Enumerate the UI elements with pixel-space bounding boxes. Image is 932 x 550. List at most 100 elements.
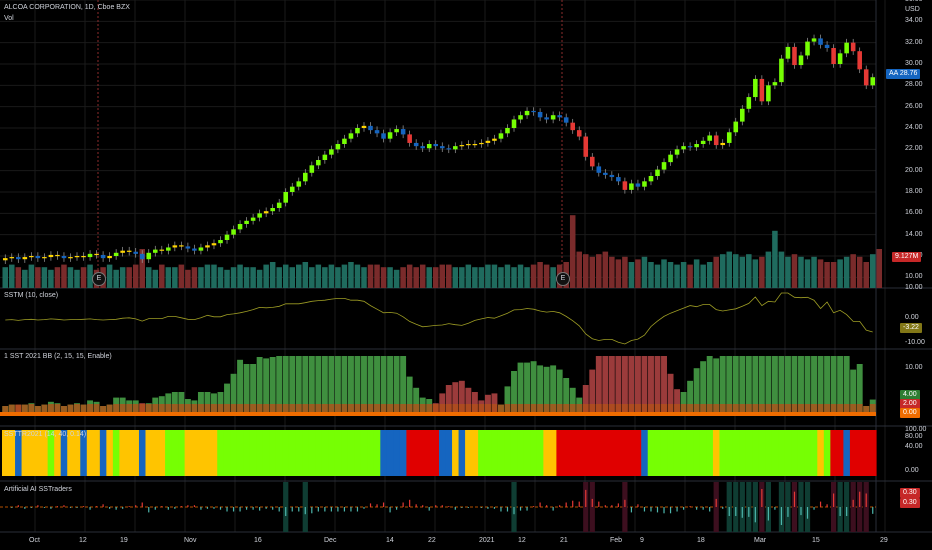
ssttr-segment [569, 430, 577, 476]
sst-bar [445, 385, 452, 412]
ai-bar [585, 489, 587, 507]
candle-body [237, 224, 243, 230]
sst-bar-base [328, 404, 335, 412]
volume-bar [132, 264, 139, 288]
sst-bar-base [8, 404, 15, 412]
ssttr-segment [823, 430, 831, 476]
ssttr-segment [8, 430, 16, 476]
sst-bar-base [771, 404, 778, 412]
ssttr-segment [341, 430, 349, 476]
ssttr-segment [621, 430, 629, 476]
ssttr-segment [2, 430, 10, 476]
candle-body [283, 192, 289, 203]
candle-body [400, 129, 406, 135]
ai-bar [872, 507, 874, 514]
candle-body [296, 181, 302, 187]
ssttr-pane-title[interactable]: SSTTR2021 (14, 40, 0.14) [4, 431, 87, 438]
sstm-pane-title[interactable]: SSTM (10, close) [4, 292, 59, 299]
sst-bar [784, 356, 791, 412]
sst-bar [217, 392, 224, 412]
sst-bar-base [119, 404, 126, 412]
candle-body [772, 82, 778, 86]
ai-bar [193, 505, 196, 507]
candle-body [394, 129, 399, 133]
ssttr-segment [817, 430, 825, 476]
candle-body [29, 256, 34, 258]
candle-body [205, 245, 210, 248]
symbol-title[interactable]: ALCOA CORPORATION, 1D, Cboe BZX [4, 4, 130, 11]
sst-pane-title[interactable]: 1 SST 2021 BB (2, 15, 15, Enable) [4, 353, 112, 360]
ai-bar [389, 507, 391, 513]
ai-bar [24, 507, 26, 509]
ai-bar [350, 507, 352, 512]
ai-bar [689, 506, 691, 507]
ssttr-segment [41, 430, 49, 476]
ssttr-segment [647, 430, 655, 476]
sst-bar-base [811, 404, 817, 412]
ai-pane-title[interactable]: Artificial AI SSTraders [4, 486, 72, 493]
ai-bar [259, 507, 261, 511]
sst-bar-base [47, 404, 54, 412]
ssttr-segment [152, 430, 160, 476]
ai-bar [252, 507, 254, 510]
ai-bar [461, 507, 463, 508]
candle-body [492, 138, 497, 141]
sst-bar-base [582, 404, 589, 412]
sst-bar-base [400, 404, 407, 412]
ai-bar [559, 505, 561, 507]
sst-bar-base [628, 404, 635, 412]
ssttr-segment [654, 430, 662, 476]
ssttr-segment [269, 430, 277, 476]
volume-bar [804, 259, 811, 288]
volume-bar [641, 256, 648, 288]
ai-bar [311, 507, 313, 514]
ssttr-segment [256, 430, 264, 476]
volume-bar [733, 254, 739, 288]
ssttr-segment [243, 430, 251, 476]
volume-bar [530, 264, 537, 288]
sst-histogram [0, 356, 876, 416]
earnings-marker-2[interactable]: E [556, 272, 570, 286]
sst-bar [569, 387, 576, 412]
sst-bar [817, 356, 824, 412]
sst-bar [380, 356, 387, 412]
ssttr-segment [145, 430, 153, 476]
volume-bar [693, 259, 700, 288]
volume-bar [739, 256, 746, 288]
ai-bar [422, 505, 424, 507]
ai-bar [696, 507, 698, 510]
volume-bar [654, 264, 661, 288]
sst-bar-base [471, 404, 478, 412]
ssttr-segment [686, 430, 694, 476]
candle-body [152, 249, 158, 253]
ai-bar [409, 499, 411, 507]
sst-bar-base [276, 404, 283, 412]
volume-bar [276, 267, 282, 288]
ssttr-segment [739, 430, 747, 476]
price-candles[interactable] [2, 34, 876, 264]
candle-body [537, 112, 543, 118]
time-tick: 19 [120, 537, 128, 544]
volume-bar [387, 267, 393, 288]
ai-bar [754, 507, 756, 523]
sst-bar-base [524, 404, 531, 412]
ssttr-segment [615, 430, 623, 476]
ai-bar [598, 501, 600, 507]
volume-bar [439, 264, 446, 288]
sst-bar-base [413, 404, 420, 412]
sst-bar [328, 356, 335, 412]
ai-bar [572, 500, 574, 507]
sst-bar [602, 356, 609, 412]
ssttr-segment [171, 430, 179, 476]
volume-bar [622, 256, 628, 288]
candle-body [837, 53, 843, 64]
candle-body [629, 183, 634, 190]
candle-body [426, 144, 432, 149]
volume-bar [67, 267, 74, 288]
ai-bar [122, 507, 124, 509]
ai-bar [141, 502, 143, 507]
earnings-marker-1[interactable]: E [92, 272, 106, 286]
price-tick: 32.00 [905, 38, 923, 46]
ai-bar [839, 507, 841, 516]
